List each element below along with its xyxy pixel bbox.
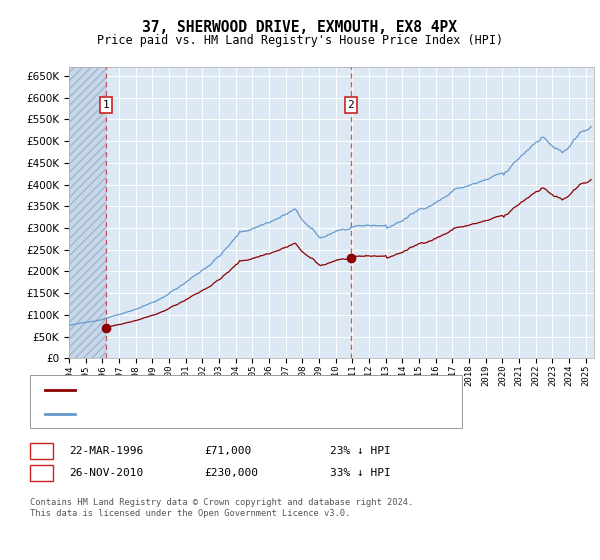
Bar (69, 67, 106, 358)
Text: Contains HM Land Registry data © Crown copyright and database right 2024.
This d: Contains HM Land Registry data © Crown c… (30, 498, 413, 518)
Text: Price paid vs. HM Land Registry's House Price Index (HPI): Price paid vs. HM Land Registry's House … (97, 34, 503, 46)
Text: 33% ↓ HPI: 33% ↓ HPI (330, 468, 391, 478)
Text: £230,000: £230,000 (204, 468, 258, 478)
Text: 1: 1 (38, 446, 45, 456)
Text: 26-NOV-2010: 26-NOV-2010 (69, 468, 143, 478)
Text: 23% ↓ HPI: 23% ↓ HPI (330, 446, 391, 456)
Text: HPI: Average price, detached house, East Devon: HPI: Average price, detached house, East… (81, 409, 357, 419)
Text: 1: 1 (103, 100, 109, 110)
Text: 22-MAR-1996: 22-MAR-1996 (69, 446, 143, 456)
Text: 37, SHERWOOD DRIVE, EXMOUTH, EX8 4PX: 37, SHERWOOD DRIVE, EXMOUTH, EX8 4PX (143, 20, 458, 35)
Text: 37, SHERWOOD DRIVE, EXMOUTH, EX8 4PX (detached house): 37, SHERWOOD DRIVE, EXMOUTH, EX8 4PX (de… (81, 385, 399, 395)
Text: 2: 2 (347, 100, 354, 110)
Bar (69, 67, 106, 358)
Text: £71,000: £71,000 (204, 446, 251, 456)
Text: 2: 2 (38, 468, 45, 478)
